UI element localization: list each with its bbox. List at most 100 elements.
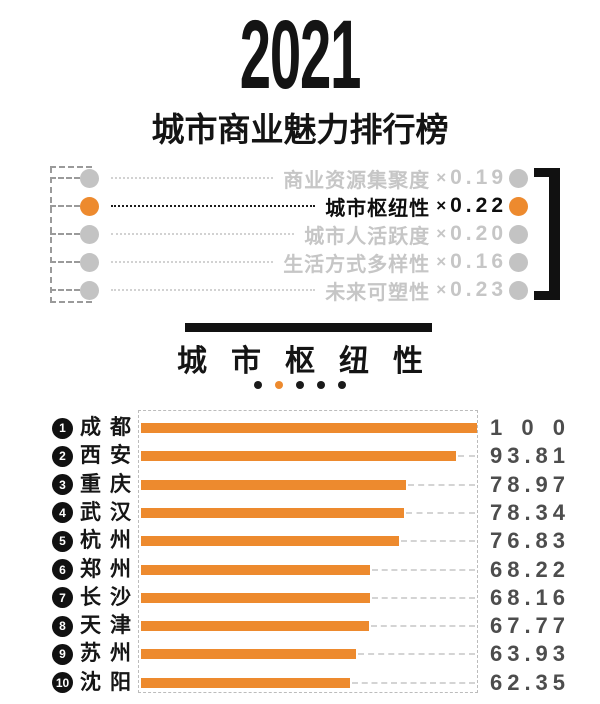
bar-leader-dash — [401, 540, 475, 543]
legend-tick-dash — [50, 233, 80, 235]
score-digit: . — [524, 471, 531, 497]
score-digit: . — [524, 499, 531, 525]
rank-badge: 2 — [52, 445, 73, 467]
score-digit: . — [524, 613, 531, 639]
value-bar — [141, 536, 400, 547]
score-digit: 7 — [490, 528, 503, 554]
pager-dot — [338, 381, 346, 389]
legend-tick-dash — [50, 177, 80, 179]
value-bar — [141, 592, 371, 603]
pager-dot — [317, 381, 325, 389]
pager-dots — [0, 381, 600, 389]
score-digit: 7 — [535, 613, 548, 639]
pager-dot — [296, 381, 304, 389]
legend-leader-dots — [111, 177, 274, 179]
score-digit: 5 — [552, 669, 565, 695]
score-digit: 7 — [507, 613, 520, 639]
bar-chart: 1 成都 1 0 0 2 西安 9 3. 8 1 3 重庆 7 8. 9 7 4 武汉 7 8. 3 4 5 杭州 7 6. 8 3 6 郑… — [0, 410, 600, 695]
legend-tick-dash — [50, 261, 80, 263]
legend-row: 城市人活跃度 × 0.20 — [50, 220, 528, 248]
bar-leader-dash — [372, 568, 475, 571]
legend-weight-value: 0.19 — [450, 166, 507, 189]
legend-right-dot — [509, 168, 528, 188]
score-digit: 6 — [552, 584, 565, 610]
legend-weight-value: 0.16 — [450, 250, 507, 273]
value-bar — [141, 677, 351, 688]
bar-leader-dash — [370, 625, 475, 628]
score-digit: 3 — [552, 528, 565, 554]
score-digit: 2 — [535, 556, 548, 582]
legend: 商业资源集聚度 × 0.19 城市枢纽性 × 0.22 城市人活跃度 × 0.20 生活方式多样性… — [50, 164, 528, 304]
score-digit: . — [524, 584, 531, 610]
chart-plot-area — [138, 410, 478, 693]
legend-tick-dash — [50, 205, 80, 207]
value-bar — [141, 479, 407, 490]
legend-row: 城市枢纽性 × 0.22 — [50, 192, 528, 220]
legend-dimension-label: 城市人活跃度 — [304, 225, 431, 248]
page-title: 城市商业魅力排行榜 — [151, 111, 449, 148]
legend-bracket — [534, 168, 560, 300]
score-digit: 6 — [490, 556, 503, 582]
legend-left-dot — [80, 224, 99, 244]
city-name: 武汉 — [80, 500, 140, 524]
value-bar — [141, 451, 457, 462]
score-digit: 1 — [490, 415, 503, 440]
multiply-icon: × — [436, 168, 447, 187]
legend-row: 未来可塑性 × 0.23 — [50, 276, 528, 304]
rank-badge: 5 — [52, 530, 73, 552]
score-digit: . — [524, 443, 531, 469]
score-digit: 8 — [507, 471, 520, 497]
legend-right-dot — [509, 224, 528, 244]
rank-badge: 7 — [52, 587, 73, 609]
rank-badge: 8 — [52, 615, 73, 637]
score-digit: 0 — [552, 415, 565, 440]
legend-dimension-label: 生活方式多样性 — [283, 253, 431, 276]
legend-dashed-line — [50, 167, 52, 303]
legend-right-dot — [509, 280, 528, 300]
legend-dimension-label: 未来可塑性 — [325, 281, 431, 304]
legend-leader-dots — [111, 289, 316, 291]
score-digit: 3 — [535, 669, 548, 695]
rank-badge: 9 — [52, 643, 73, 665]
rank-badge: 1 — [52, 417, 73, 439]
bar-leader-dash — [352, 681, 475, 684]
score-digit: . — [524, 528, 531, 554]
legend-leader-dots — [111, 261, 274, 263]
score-digit: 4 — [552, 499, 565, 525]
score-digit: 6 — [490, 641, 503, 667]
legend-leader-dots — [111, 233, 295, 235]
legend-dimension-label: 商业资源集聚度 — [283, 169, 431, 192]
score-digit: 9 — [535, 641, 548, 667]
score-digit: . — [524, 669, 531, 695]
multiply-icon: × — [436, 196, 447, 215]
rank-badge: 4 — [52, 502, 73, 524]
section-divider-bar — [185, 323, 432, 332]
city-name: 沈阳 — [80, 670, 140, 694]
score-digit: 3 — [507, 641, 520, 667]
city-name: 天津 — [80, 614, 140, 638]
city-name: 苏州 — [80, 642, 140, 666]
score-digit: 3 — [535, 499, 548, 525]
score-digit: 8 — [507, 499, 520, 525]
score-digit: 8 — [535, 528, 548, 554]
score-digit: 2 — [507, 669, 520, 695]
score-digit: 6 — [490, 669, 503, 695]
score-digit: 0 — [521, 415, 534, 440]
legend-row: 生活方式多样性 × 0.16 — [50, 248, 528, 276]
score-digit: . — [524, 641, 531, 667]
legend-row: 商业资源集聚度 × 0.19 — [50, 164, 528, 192]
city-name: 重庆 — [80, 472, 140, 496]
value-bar — [141, 564, 371, 575]
value-bar — [141, 507, 405, 518]
score-digit: . — [524, 556, 531, 582]
score-digit: 3 — [507, 443, 520, 469]
score-digit: 1 — [535, 584, 548, 610]
score-digit: 2 — [552, 556, 565, 582]
score-digit: 7 — [490, 499, 503, 525]
